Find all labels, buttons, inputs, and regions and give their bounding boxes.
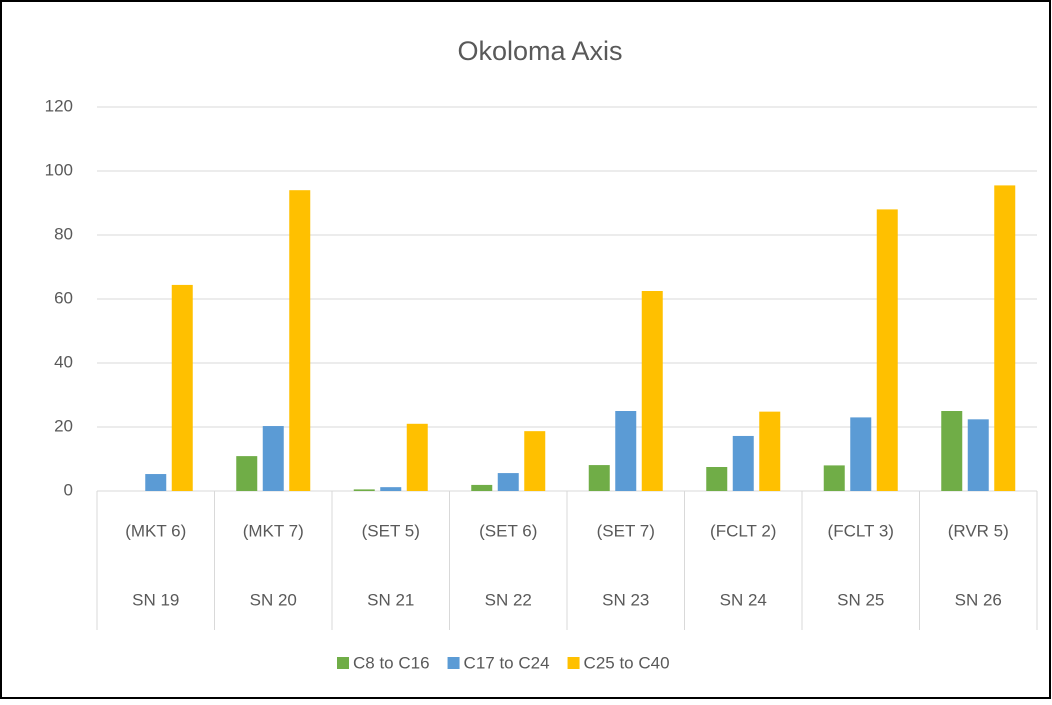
y-tick-label: 60 xyxy=(54,288,73,307)
x-tick-label: (SET 6) xyxy=(479,521,537,540)
legend-label: C8 to C16 xyxy=(353,653,430,672)
x-group-label: SN 20 xyxy=(250,590,297,609)
y-tick-label: 120 xyxy=(45,96,73,115)
bar xyxy=(471,484,493,491)
bar xyxy=(497,473,519,491)
legend-swatch xyxy=(337,657,349,669)
x-group-label: SN 25 xyxy=(837,590,884,609)
x-tick-label: (FCLT 3) xyxy=(828,521,894,540)
bar xyxy=(145,474,167,491)
bar xyxy=(171,284,193,491)
bar xyxy=(524,431,546,491)
bar xyxy=(380,487,402,491)
bar xyxy=(289,190,311,491)
bar xyxy=(588,465,610,491)
legend-swatch xyxy=(447,657,460,669)
chart-title: Okoloma Axis xyxy=(457,36,622,66)
bar xyxy=(236,456,258,491)
bar xyxy=(941,411,963,491)
bar xyxy=(850,417,872,491)
x-group-label: SN 22 xyxy=(485,590,532,609)
legend-swatch xyxy=(567,657,580,669)
x-tick-label: (RVR 5) xyxy=(948,521,1009,540)
bar xyxy=(994,185,1016,491)
x-group-label: SN 21 xyxy=(367,590,414,609)
x-tick-label: (MKT 6) xyxy=(125,521,186,540)
bar xyxy=(406,423,428,491)
x-group-label: SN 24 xyxy=(720,590,767,609)
bar xyxy=(353,489,375,491)
bar xyxy=(823,465,845,491)
x-group-label: SN 26 xyxy=(955,590,1002,609)
bar xyxy=(967,419,989,491)
bar xyxy=(262,426,284,491)
legend-label: C25 to C40 xyxy=(584,653,670,672)
bar xyxy=(615,411,637,491)
y-tick-label: 20 xyxy=(54,416,73,435)
bar xyxy=(732,435,754,491)
y-tick-label: 40 xyxy=(54,352,73,371)
x-tick-label: (MKT 7) xyxy=(243,521,304,540)
y-tick-label: 80 xyxy=(54,224,73,243)
x-group-label: SN 23 xyxy=(602,590,649,609)
x-tick-label: (SET 7) xyxy=(597,521,655,540)
x-group-label: SN 19 xyxy=(132,590,179,609)
y-tick-label: 0 xyxy=(64,480,73,499)
bar xyxy=(876,209,898,491)
bar xyxy=(641,291,663,491)
legend-label: C17 to C24 xyxy=(464,653,550,672)
bar xyxy=(706,467,728,491)
y-tick-label: 100 xyxy=(45,160,73,179)
x-tick-label: (FCLT 2) xyxy=(710,521,776,540)
bar xyxy=(759,411,781,491)
x-tick-label: (SET 5) xyxy=(362,521,420,540)
